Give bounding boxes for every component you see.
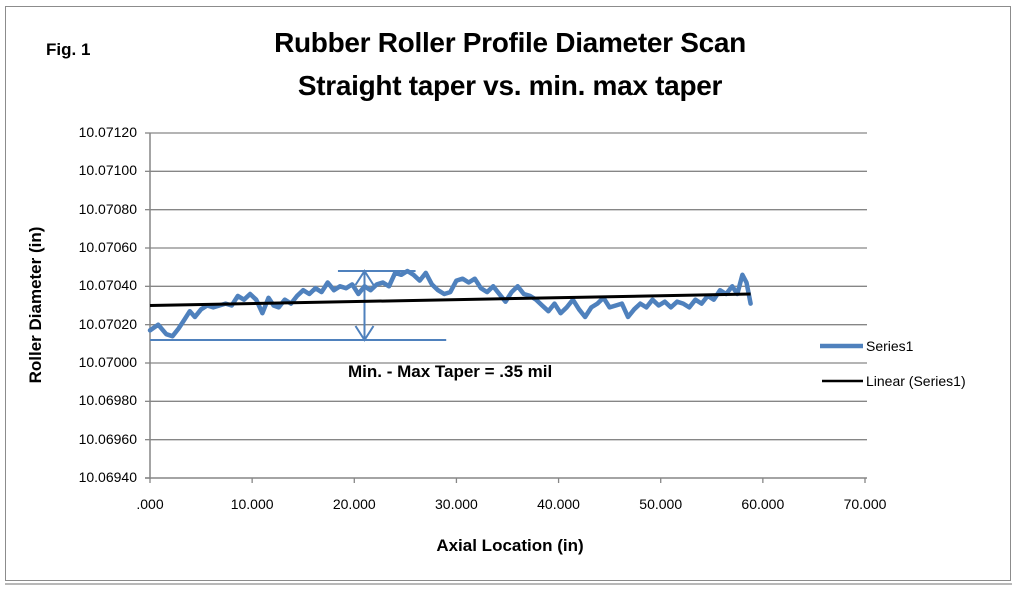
x-tick-label: 50.000 <box>639 496 683 512</box>
taper-annotation-text: Min. - Max Taper = .35 mil <box>348 362 553 381</box>
axes <box>145 132 867 483</box>
y-axis-title: Roller Diameter (in) <box>26 226 45 384</box>
linear-trendline <box>149 292 751 307</box>
legend-label-linear: Linear (Series1) <box>866 373 966 389</box>
y-tick-label: 10.07060 <box>78 239 137 255</box>
legend-label-series1: Series1 <box>866 338 914 354</box>
chart-title-line2: Straight taper vs. min. max taper <box>297 70 723 101</box>
series1-swatch <box>820 343 863 349</box>
x-axis-title: Axial Location (in) <box>436 536 584 555</box>
y-tick-label: 10.07020 <box>78 315 137 332</box>
x-tick-label: 70.000 <box>843 496 887 512</box>
x-tick-label: .000 <box>136 496 164 512</box>
min-max-annotation <box>150 269 447 342</box>
x-tick-label: 20.000 <box>332 496 376 512</box>
y-tick-label: 10.06980 <box>78 392 137 409</box>
legend-item-linear: Linear (Series1) <box>818 373 966 389</box>
y-tick-label: 10.06960 <box>78 430 137 447</box>
x-tick-label: 10.000 <box>230 496 274 512</box>
y-tick-label: 10.07000 <box>78 354 137 370</box>
x-tick-label: 40.000 <box>537 496 580 512</box>
y-tick-label: 10.07040 <box>78 277 137 294</box>
chart-frame <box>5 6 1011 581</box>
figure-label: Fig. 1 <box>46 40 91 59</box>
y-tick-label: 10.07080 <box>78 200 137 217</box>
y-tick-label: 10.07120 <box>78 124 137 140</box>
chart-frame-shadow <box>5 583 1012 585</box>
x-tick-label: 60.000 <box>741 496 785 512</box>
series1-line <box>147 268 753 339</box>
linear-swatch <box>822 379 863 383</box>
gridlines <box>150 132 867 441</box>
y-tick-label: 10.06940 <box>78 469 137 485</box>
x-tick-label: 30.000 <box>435 496 478 512</box>
y-tick-label: 10.07100 <box>78 162 137 179</box>
chart-title-line1: Rubber Roller Profile Diameter Scan <box>274 27 746 58</box>
legend-item-series1: Series1 <box>818 338 913 354</box>
